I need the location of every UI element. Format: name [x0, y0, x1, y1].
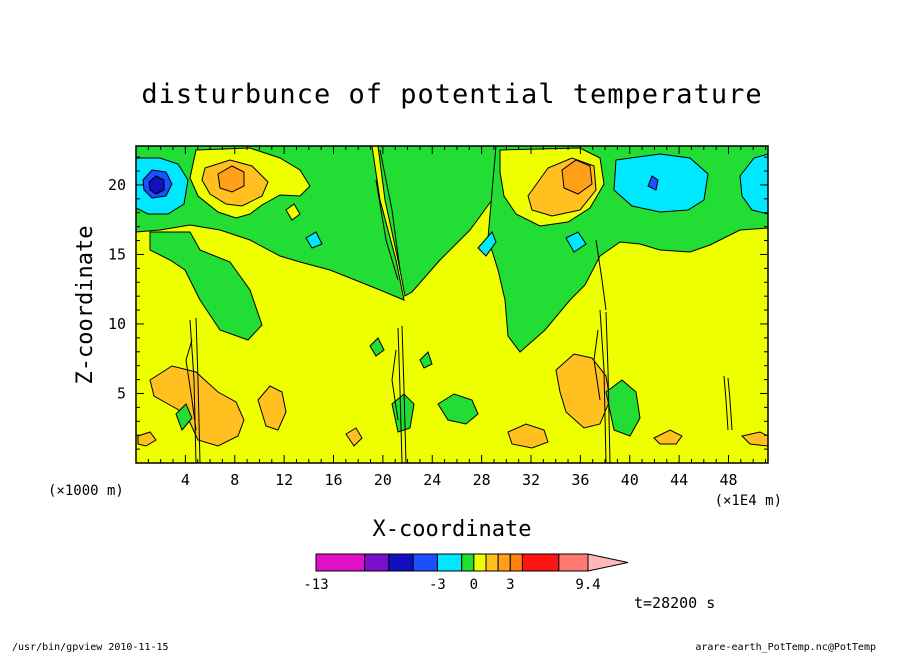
- contour-region-cold-left-darkblue: [148, 175, 165, 195]
- contour-region-cold-mid-cyan-2: [565, 231, 587, 253]
- colorbar-label: 9.4: [575, 577, 600, 593]
- colorbar-swatch: [412, 553, 438, 572]
- chart-title: disturbunce of potential temperature: [141, 79, 762, 110]
- x-unit-left: (×1000 m): [48, 483, 124, 499]
- colorbar-swatch: [497, 553, 511, 572]
- colorbar: -13 -3 0 3 9.4: [303, 553, 629, 593]
- colorbar-swatch: [473, 553, 487, 572]
- y-axis-title: Z-coordinate: [73, 226, 98, 385]
- x-tick-label: 32: [522, 471, 540, 489]
- colorbar-label: 0: [470, 577, 478, 593]
- x-tick-label: 44: [670, 471, 688, 489]
- colorbar-swatch: [364, 553, 390, 572]
- contour-region-cold-mid-cyan-1: [477, 231, 497, 257]
- x-tick-label: 24: [423, 471, 441, 489]
- contour-region-lower-left-green: [175, 403, 193, 431]
- x-tick-label: 12: [275, 471, 293, 489]
- x-tick-label: 28: [473, 471, 491, 489]
- contour-region-lower-centre-green2: [391, 393, 415, 433]
- contour-region-lower-left-orange: [149, 365, 245, 447]
- colorbar-swatch: [388, 553, 414, 572]
- contour-lines-plumes: [185, 149, 733, 463]
- x-tick-label: 4: [181, 471, 190, 489]
- plot-frame: [135, 145, 769, 464]
- footer-right: arare-earth_PotTemp.nc@PotTemp: [695, 642, 876, 653]
- contour-region-upper-left-orange2: [217, 165, 245, 193]
- x-tick-label: 36: [571, 471, 589, 489]
- colorbar-swatch: [558, 553, 589, 572]
- contour-region-cold-right-cyan: [613, 153, 709, 213]
- contour-region-lower-mid-orange: [345, 427, 363, 447]
- contour-region-yellow-speck: [285, 203, 301, 221]
- x-axis-title: X-coordinate: [373, 517, 532, 542]
- contour-region-cold-right-blue: [647, 175, 659, 191]
- contour-region-mid-green-speck1: [369, 337, 385, 357]
- colorbar-swatch: [315, 553, 366, 572]
- x-unit-right: (×1E4 m): [715, 493, 782, 509]
- x-tick-label: 8: [230, 471, 239, 489]
- colorbar-swatch: [521, 553, 560, 572]
- colorbar-label: -3: [429, 577, 446, 593]
- contour-region-lower-centre-green: [437, 393, 479, 425]
- colorbar-swatch: [485, 553, 499, 572]
- contour-region-cold-mid-cyan-3: [305, 231, 323, 249]
- colorbar-extension-arrow: [587, 553, 629, 572]
- contour-region-bottom-far-right-orange: [741, 431, 768, 447]
- y-tick-label: 10: [108, 315, 126, 333]
- contour-region-lower-left-orange2: [257, 385, 287, 431]
- contour-region-lower-right-green: [605, 379, 641, 437]
- colorbar-swatch: [509, 553, 523, 572]
- time-label: t=28200 s: [634, 594, 715, 612]
- x-tick-label: 16: [324, 471, 342, 489]
- colorbar-label: 3: [506, 577, 514, 593]
- colorbar-swatch: [436, 553, 463, 572]
- x-tick-label: 20: [374, 471, 392, 489]
- y-tick-label: 20: [108, 176, 126, 194]
- colorbar-swatch: [461, 553, 475, 572]
- x-tick-label: 48: [719, 471, 737, 489]
- contour-region-bottom-left-orange: [137, 431, 157, 447]
- footer-left: /usr/bin/gpview 2010-11-15: [12, 642, 169, 653]
- contour-region-mid-green-speck2: [419, 351, 433, 369]
- contour-region-mid-left-green: [149, 231, 263, 341]
- x-tick-label: 40: [621, 471, 639, 489]
- contour-region-bottom-mid-orange: [507, 423, 549, 449]
- colorbar-label: -13: [303, 577, 328, 593]
- contour-region-bottom-right-orange: [653, 429, 683, 445]
- contour-region-cold-far-right-cyan: [739, 153, 768, 215]
- y-tick-label: 5: [117, 384, 126, 402]
- contour-region-upper-right-orange2: [561, 159, 593, 195]
- y-tick-label: 15: [108, 245, 126, 263]
